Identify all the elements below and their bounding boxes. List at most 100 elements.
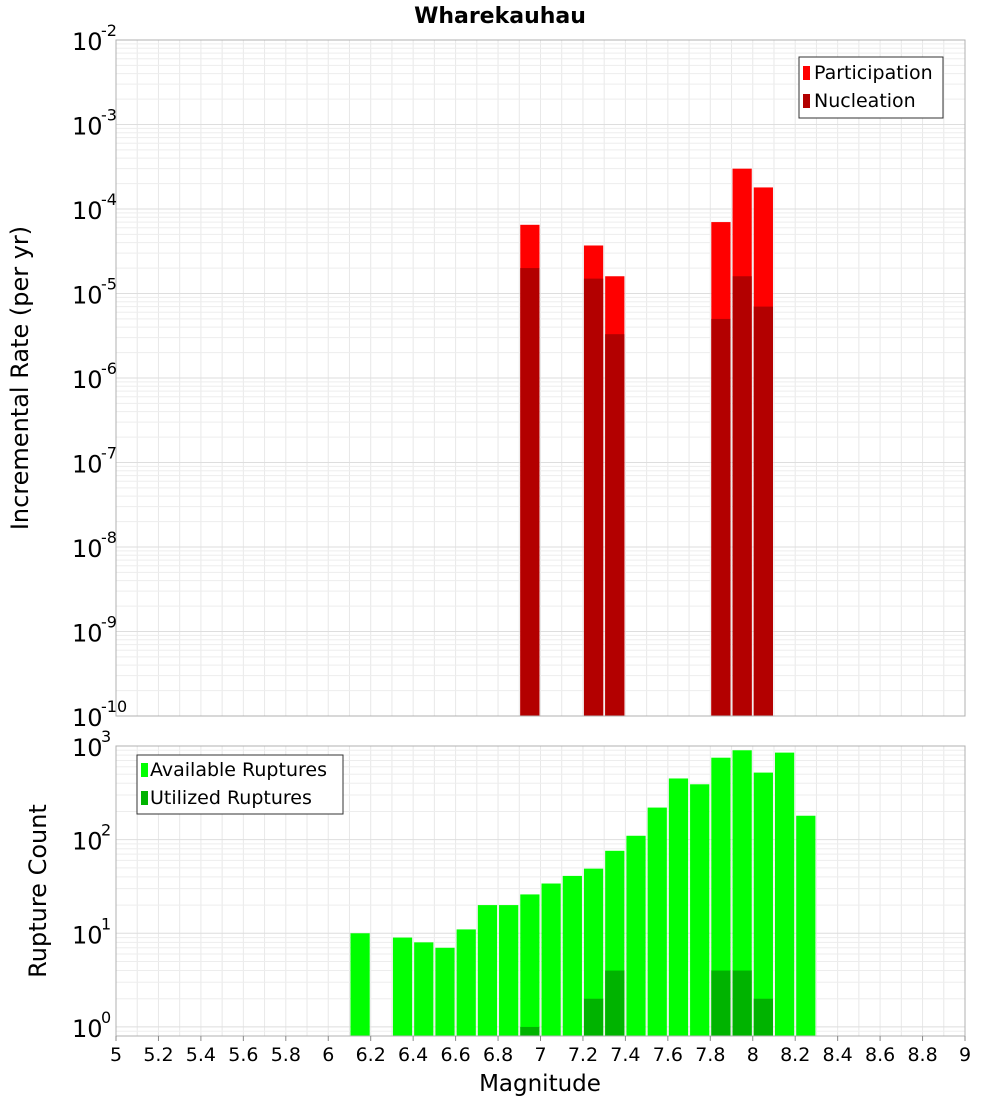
legend-swatch <box>141 763 148 777</box>
y-tick-exponent: -9 <box>101 613 117 632</box>
bar <box>477 905 498 1036</box>
x-tick-label: 8 <box>747 1044 759 1066</box>
x-axis-label: Magnitude <box>479 1071 601 1097</box>
bar <box>520 894 540 1036</box>
bar <box>605 970 625 1036</box>
bar <box>711 757 731 1036</box>
y-tick-label: 10 <box>72 366 103 394</box>
legend-label: Available Ruptures <box>150 759 327 781</box>
bar <box>435 947 455 1036</box>
legend-swatch <box>803 66 810 80</box>
bar <box>711 318 731 716</box>
legend-box <box>798 56 944 119</box>
bar <box>583 278 604 716</box>
x-tick-label: 9 <box>959 1044 971 1066</box>
y-tick-exponent: -10 <box>101 697 127 716</box>
y-tick-exponent: 0 <box>101 1008 111 1027</box>
x-tick-label: 8.2 <box>780 1044 810 1066</box>
bar <box>520 268 540 716</box>
bar <box>350 933 370 1036</box>
bar <box>732 970 752 1036</box>
legend-label: Participation <box>814 62 933 84</box>
y-tick-label: 10 <box>72 828 103 856</box>
bar <box>796 815 816 1036</box>
y-tick-exponent: -3 <box>101 106 117 125</box>
series-available-ruptures <box>350 750 816 1036</box>
x-tick-label: 7.8 <box>695 1044 725 1066</box>
x-tick-label: 7.4 <box>610 1044 640 1066</box>
bar <box>541 883 561 1036</box>
y-tick-exponent: 2 <box>101 821 111 840</box>
x-tick-label: 5 <box>110 1044 122 1066</box>
x-tick-label: 6.2 <box>356 1044 386 1066</box>
bar <box>668 778 689 1036</box>
bar <box>520 1026 540 1036</box>
y-tick-label: 10 <box>72 451 103 479</box>
y-tick-exponent: 3 <box>101 727 111 746</box>
x-tick-label: 6.8 <box>483 1044 513 1066</box>
y-tick-label: 10 <box>72 197 103 225</box>
y-axis-label: Rupture Count <box>24 804 52 978</box>
y-tick-label: 10 <box>72 282 103 310</box>
y-tick-exponent: -7 <box>101 444 117 463</box>
bar <box>626 835 646 1036</box>
legend-label: Nucleation <box>814 90 916 112</box>
x-tick-label: 6.6 <box>440 1044 470 1066</box>
series-utilized-ruptures <box>520 970 773 1036</box>
y-tick-label: 10 <box>72 620 103 648</box>
y-tick-label: 10 <box>72 704 103 732</box>
legend-swatch <box>803 94 810 108</box>
y-tick-exponent: 1 <box>101 914 111 933</box>
plot-border <box>115 39 966 717</box>
bar <box>392 937 413 1036</box>
bar <box>753 998 773 1036</box>
x-tick-label: 5.6 <box>228 1044 258 1066</box>
legend-box <box>136 754 344 815</box>
x-tick-label: 7 <box>534 1044 546 1066</box>
y-tick-exponent: -8 <box>101 528 117 547</box>
bar <box>456 929 476 1036</box>
bar <box>753 306 773 716</box>
bar <box>647 807 667 1036</box>
bar <box>774 752 795 1036</box>
bar <box>499 905 519 1036</box>
bar <box>732 750 752 1036</box>
bar <box>583 998 604 1036</box>
panel-1: 10-1010-910-810-710-610-510-410-310-2Inc… <box>6 4 966 732</box>
x-tick-label: 6 <box>322 1044 334 1066</box>
legend-swatch <box>141 791 148 805</box>
y-tick-label: 10 <box>72 734 103 762</box>
chart-title: Wharekauhau <box>414 4 586 29</box>
y-tick-label: 10 <box>72 1015 103 1043</box>
x-tick-label: 6.4 <box>398 1044 428 1066</box>
x-tick-label: 5.4 <box>186 1044 216 1066</box>
x-tick-label: 7.6 <box>653 1044 683 1066</box>
y-tick-label: 10 <box>72 921 103 949</box>
bar <box>562 875 582 1036</box>
y-tick-label: 10 <box>72 28 103 56</box>
x-tick-label: 5.8 <box>271 1044 301 1066</box>
bar <box>414 942 434 1036</box>
x-tick-label: 5.2 <box>143 1044 173 1066</box>
x-tick-label: 8.8 <box>907 1044 937 1066</box>
y-axis-label: Incremental Rate (per yr) <box>6 226 34 530</box>
y-tick-exponent: -2 <box>101 21 117 40</box>
x-tick-label: 7.2 <box>568 1044 598 1066</box>
y-tick-label: 10 <box>72 535 103 563</box>
gridlines <box>115 39 966 717</box>
bar <box>732 276 752 716</box>
series-nucleation <box>520 268 773 716</box>
legend: Participation Nucleation <box>798 56 944 119</box>
x-tick-label: 8.4 <box>823 1044 853 1066</box>
legend: Available Ruptures Utilized Ruptures <box>136 754 344 815</box>
bar <box>583 868 604 1036</box>
bar <box>690 784 710 1036</box>
y-tick-label: 10 <box>72 113 103 141</box>
bar <box>711 970 731 1036</box>
y-tick-exponent: -6 <box>101 359 117 378</box>
bar <box>753 772 773 1036</box>
legend-label: Utilized Ruptures <box>150 787 312 809</box>
